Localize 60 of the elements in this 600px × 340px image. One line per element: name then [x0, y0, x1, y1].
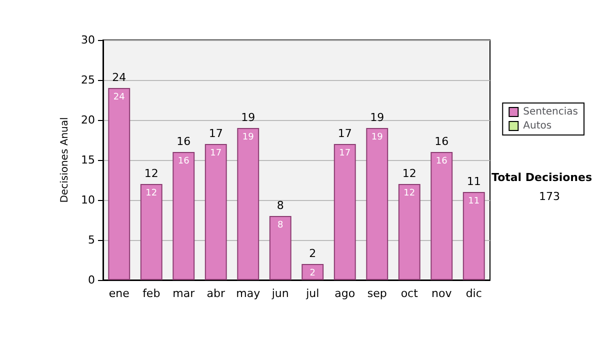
y-tick-label: 10 — [81, 194, 95, 206]
data-label: 17 — [339, 148, 351, 158]
y-tick-label: 0 — [88, 274, 95, 286]
x-tick-label: abr — [206, 287, 226, 300]
y-axis-title: Decisiones Anual — [60, 117, 71, 203]
bar — [108, 88, 130, 280]
data-label: 19 — [242, 132, 254, 142]
data-label: 12 — [404, 188, 416, 198]
x-tick-label: oct — [400, 287, 419, 300]
total-label: 19 — [370, 111, 384, 124]
data-label: 16 — [436, 156, 448, 166]
x-tick-label: mar — [172, 287, 196, 300]
y-tick-label: 30 — [81, 34, 95, 46]
x-tick-label: feb — [142, 287, 160, 300]
total-label: 19 — [241, 111, 256, 124]
y-tick-label: 25 — [81, 74, 95, 86]
total-label: 24 — [112, 71, 126, 84]
data-label: 16 — [178, 156, 190, 166]
x-tick-label: dic — [466, 287, 482, 300]
bar — [462, 192, 485, 280]
bar — [172, 152, 195, 280]
bar — [430, 152, 453, 280]
bar — [237, 128, 260, 280]
total-label: 16 — [176, 135, 191, 148]
total-label: 12 — [402, 167, 416, 180]
total-label: 11 — [466, 175, 481, 188]
x-tick-label: ene — [108, 287, 130, 300]
x-tick-label: sep — [367, 287, 387, 300]
bar — [269, 216, 292, 280]
x-tick-label: nov — [432, 287, 452, 300]
x-tick-label: ago — [334, 287, 356, 300]
total-label: 16 — [434, 135, 449, 148]
total-label: 17 — [208, 127, 223, 140]
data-label: 19 — [371, 132, 384, 142]
x-tick-label: jul — [305, 287, 320, 300]
bar — [366, 128, 388, 280]
bar — [334, 144, 356, 280]
data-label: 2 — [310, 268, 316, 278]
data-label: 12 — [146, 188, 158, 198]
legend-label: Autos — [523, 120, 552, 132]
legend-label: Sentencias — [523, 106, 578, 118]
text: Total Decisiones — [492, 171, 592, 184]
bar — [398, 184, 420, 280]
total-label: 2 — [309, 247, 316, 260]
data-label: 11 — [468, 196, 480, 206]
bar — [204, 144, 227, 280]
x-tick-label: may — [236, 287, 261, 300]
y-tick-label: 5 — [88, 234, 95, 246]
text: 173 — [539, 190, 560, 203]
y-tick-label: 20 — [81, 114, 95, 126]
y-tick-label: 15 — [81, 154, 95, 166]
data-label: 17 — [210, 148, 222, 158]
total-label: 17 — [338, 127, 352, 140]
bar — [302, 264, 324, 280]
data-label: 8 — [278, 220, 284, 230]
data-label: 24 — [113, 92, 126, 102]
total-label: 8 — [276, 199, 284, 212]
bar — [140, 184, 162, 280]
x-tick-label: jun — [270, 287, 289, 300]
total-label: 12 — [144, 167, 158, 180]
